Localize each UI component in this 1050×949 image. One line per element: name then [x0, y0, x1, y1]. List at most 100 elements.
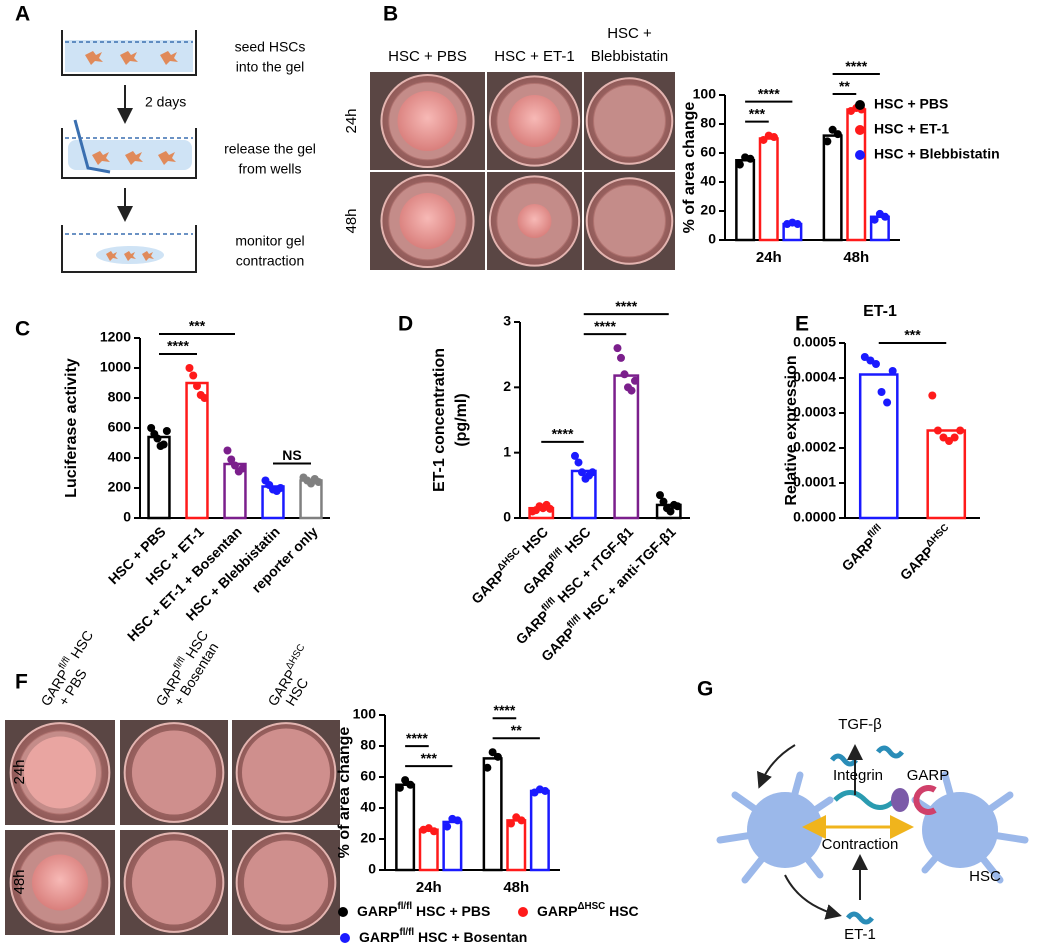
data-point: [488, 748, 497, 757]
y-axis-title: (pg/ml): [453, 393, 470, 446]
gel: [508, 95, 561, 147]
y-tick-label: 0.0000: [793, 509, 836, 525]
chart-title: ET-1: [863, 303, 897, 320]
data-point: [493, 752, 502, 761]
step-label: release the gel: [224, 141, 316, 157]
significance-label: **: [511, 722, 522, 738]
data-point: [574, 458, 583, 467]
data-point: [933, 426, 942, 435]
data-point: [666, 507, 675, 516]
gel: [242, 728, 330, 817]
legend-label: HSC + Blebbistatin: [874, 146, 1000, 162]
photo-column-label: HSC +: [607, 25, 652, 42]
text-part: HSC + PBS: [412, 903, 490, 919]
legend-label: HSC + PBS: [874, 96, 948, 112]
data-point: [314, 478, 323, 486]
significance-label: ****: [552, 426, 574, 442]
bar: [395, 783, 416, 872]
data-point: [616, 353, 625, 362]
data-point: [577, 468, 586, 477]
diagram-label: Contraction: [822, 836, 899, 853]
data-point: [759, 135, 768, 144]
data-point: [223, 446, 232, 455]
x-tick-label: reporter only: [248, 523, 321, 596]
y-tick-label: 3: [503, 313, 511, 329]
data-point: [673, 502, 682, 511]
gel: [32, 854, 88, 911]
y-tick-label: 100: [353, 706, 377, 722]
data-point: [870, 215, 879, 224]
text-part: GARP: [537, 903, 577, 919]
gel: [397, 91, 458, 151]
y-tick-label: 60: [700, 144, 716, 160]
bar: [926, 429, 967, 520]
y-axis-title: % of area change: [336, 727, 353, 859]
superscript: fl/fl: [399, 927, 414, 938]
photo-column-label: HSC + PBS: [388, 48, 467, 65]
y-tick-label: 0.0004: [793, 369, 836, 385]
data-point: [185, 364, 194, 372]
significance-label: ****: [594, 318, 616, 334]
y-tick-label: 60: [360, 768, 376, 784]
legend-marker: [855, 100, 865, 110]
data-point: [443, 822, 452, 831]
photo-row-label: 24h: [343, 108, 360, 133]
data-point: [613, 344, 622, 353]
data-point: [453, 816, 462, 825]
data-point: [833, 130, 842, 139]
y-tick-label: 0.0001: [793, 474, 836, 490]
data-point: [147, 424, 156, 432]
data-point: [546, 504, 555, 513]
legend-label: GARPfl/fl HSC + Bosentan: [359, 927, 527, 945]
legend-label: HSC + ET-1: [874, 121, 949, 137]
data-point: [276, 484, 285, 492]
y-tick-label: 0.0003: [793, 404, 836, 420]
photo-row-label: 48h: [11, 869, 28, 894]
legend-marker: [518, 907, 528, 917]
data-point: [588, 468, 597, 477]
panel-letter: G: [697, 678, 713, 701]
data-point: [541, 786, 550, 795]
significance-label: ****: [758, 85, 780, 101]
data-point: [620, 370, 629, 379]
y-tick-label: 200: [108, 479, 132, 495]
text-part: HSC + Bosentan: [414, 929, 527, 945]
x-tick-label: 24h: [756, 249, 782, 266]
y-tick-label: 40: [700, 173, 716, 189]
step-label: contraction: [236, 253, 304, 269]
data-point: [231, 461, 239, 470]
superscript: ΔHSC: [924, 522, 951, 549]
significance-label: ****: [845, 58, 867, 74]
legend-label: GARPfl/fl HSC + PBS: [357, 901, 490, 919]
significance-label: ****: [406, 730, 428, 746]
data-point: [401, 776, 410, 785]
text-part: HSC: [65, 627, 96, 664]
data-point: [655, 491, 664, 500]
interval-label: 2 days: [145, 94, 186, 110]
data-point: [430, 827, 438, 836]
bar: [822, 134, 843, 242]
legend-marker: [855, 150, 865, 160]
y-tick-label: 20: [360, 830, 376, 846]
y-tick-label: 2: [503, 378, 511, 394]
bar: [613, 374, 640, 520]
text-part: HSC: [516, 523, 551, 558]
data-point: [627, 386, 636, 395]
diagram-label: ET-1: [844, 926, 876, 943]
legend-marker: [855, 125, 865, 135]
text-part: HSC + rTGF-β1: [551, 523, 636, 608]
x-tick-label: GARPfl/fl: [837, 522, 889, 574]
significance-label: NS: [282, 447, 301, 463]
data-point: [159, 440, 168, 449]
data-point: [659, 497, 668, 506]
panel-letter: F: [15, 671, 28, 694]
data-point: [153, 434, 162, 443]
significance-label: ***: [904, 327, 921, 343]
significance-label: ***: [421, 750, 438, 766]
data-point: [238, 464, 247, 473]
bar: [858, 373, 899, 520]
bar: [482, 757, 503, 872]
y-tick-label: 400: [108, 449, 132, 465]
text-part: GARP: [357, 903, 397, 919]
data-point: [770, 133, 778, 142]
